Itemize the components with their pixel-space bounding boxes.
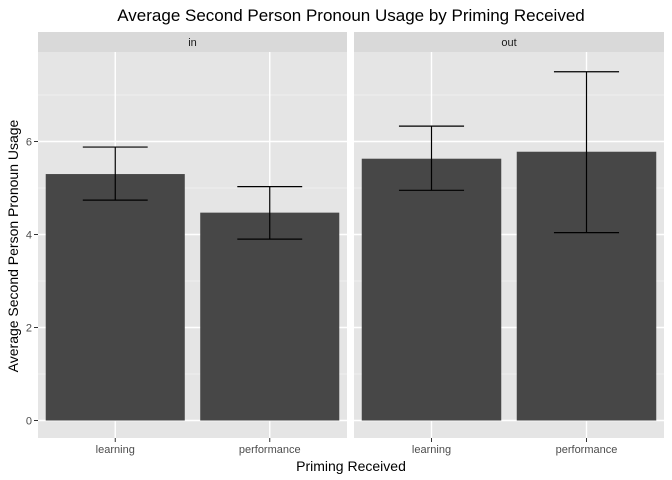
facet-strip-out xyxy=(354,32,664,52)
plot-area: in learning performance out learning performa… xyxy=(26,32,664,456)
x-axis-label: Priming Received xyxy=(296,458,406,474)
bar-in-learning xyxy=(45,174,185,421)
x-tick-label: learning xyxy=(412,444,451,456)
y-tick-label: 4 xyxy=(26,230,32,242)
x-tick-label: performance xyxy=(239,444,301,456)
chart-title: Average Second Person Pronoun Usage by P… xyxy=(117,6,584,25)
y-tick-label: 0 xyxy=(26,416,32,428)
x-tick-label: performance xyxy=(556,444,618,456)
facet-strip-label: out xyxy=(501,37,516,49)
y-axis-label: Average Second Person Pronoun Usage xyxy=(5,119,21,372)
y-tick-label: 6 xyxy=(26,137,32,149)
facet-strip-label: in xyxy=(188,37,197,49)
bar-out-learning xyxy=(361,158,502,421)
facet-strip-in xyxy=(38,32,347,52)
y-tick-label: 2 xyxy=(26,323,32,335)
bar-in-performance xyxy=(200,212,340,421)
x-tick-label: learning xyxy=(96,444,135,456)
